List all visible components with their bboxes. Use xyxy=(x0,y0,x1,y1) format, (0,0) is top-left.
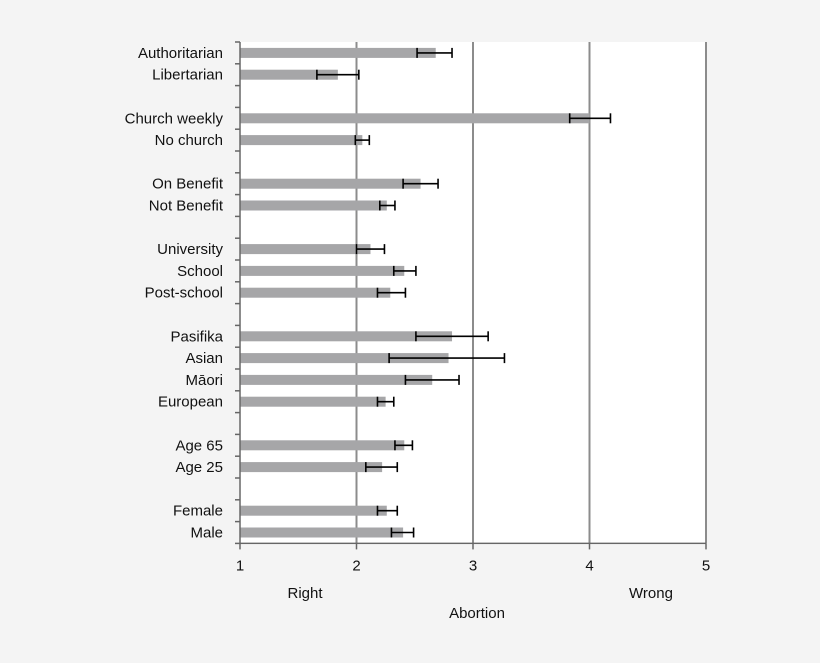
bar xyxy=(240,527,404,538)
bar xyxy=(240,47,436,58)
category-label: Authoritarian xyxy=(138,45,223,62)
bar xyxy=(240,287,391,298)
category-label: Māori xyxy=(185,372,223,389)
category-label: Church weekly xyxy=(125,110,224,127)
bar xyxy=(240,462,383,473)
category-label: School xyxy=(177,263,223,280)
category-label: Pasifika xyxy=(170,328,223,345)
category-label: Female xyxy=(173,503,223,520)
category-label: Asian xyxy=(185,350,223,367)
x-axis-title: Abortion xyxy=(449,605,505,622)
category-label: Not Benefit xyxy=(149,198,224,215)
x-tick-label: 3 xyxy=(469,557,477,574)
bar xyxy=(240,440,405,451)
category-label: Age 25 xyxy=(175,459,223,476)
bar xyxy=(240,69,338,80)
category-label: Libertarian xyxy=(152,67,223,84)
bar xyxy=(240,200,387,211)
x-tick-label: 5 xyxy=(702,557,710,574)
bar xyxy=(240,331,453,342)
bar xyxy=(240,178,421,189)
category-label: Age 65 xyxy=(175,437,223,454)
category-label: European xyxy=(158,394,223,411)
bar xyxy=(240,505,387,516)
bar xyxy=(240,113,590,124)
x-low-label: Right xyxy=(287,585,323,602)
x-tick-label: 2 xyxy=(352,557,360,574)
x-tick-label: 1 xyxy=(236,557,244,574)
x-high-label: Wrong xyxy=(629,585,673,602)
category-label: Post-school xyxy=(145,285,223,302)
x-tick-label: 4 xyxy=(585,557,593,574)
category-label: No church xyxy=(155,132,223,149)
bar xyxy=(240,353,449,364)
bar xyxy=(240,396,386,407)
category-label: University xyxy=(157,241,223,258)
bar xyxy=(240,135,363,146)
bar xyxy=(240,374,433,385)
category-label: On Benefit xyxy=(152,176,224,193)
category-label: Male xyxy=(190,525,223,542)
bar xyxy=(240,244,371,255)
bar xyxy=(240,265,405,276)
